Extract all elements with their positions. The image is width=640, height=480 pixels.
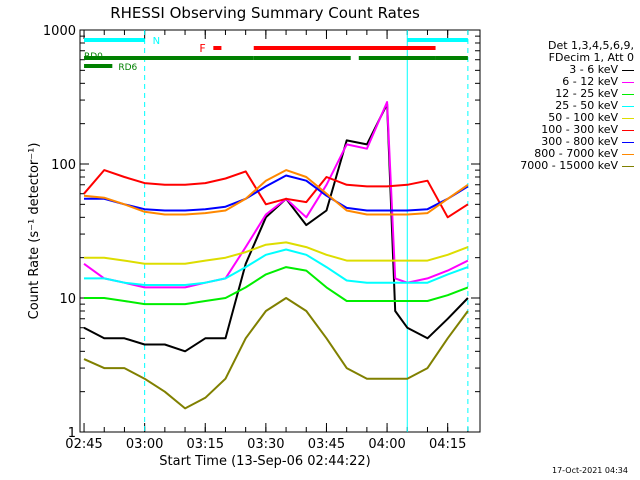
status-bar-segment bbox=[253, 56, 351, 60]
x-tick-label: 03:30 bbox=[247, 437, 284, 452]
legend-entry-label: 800 - 7000 keV bbox=[534, 147, 618, 160]
series-line bbox=[84, 266, 469, 306]
y-tick-label: 100 bbox=[51, 158, 76, 173]
timestamp-footer: 17-Oct-2021 04:34 bbox=[552, 466, 628, 475]
legend-header-line2: FDecim 1, Att 0 bbox=[548, 51, 634, 64]
legend-entry-label: 3 - 6 keV bbox=[569, 63, 618, 76]
legend-entry-label: 12 - 25 keV bbox=[555, 87, 618, 100]
legend-entry-label: 100 - 300 keV bbox=[541, 123, 618, 136]
series-line bbox=[83, 103, 469, 353]
legend-swatch bbox=[622, 165, 634, 167]
status-label-rd6: RD6 bbox=[118, 63, 137, 73]
legend-swatch bbox=[622, 117, 634, 119]
x-tick-label: 03:15 bbox=[187, 437, 224, 452]
legend-entry: 7000 - 15000 keV bbox=[484, 160, 634, 172]
legend-entry: 100 - 300 keV bbox=[484, 124, 634, 136]
status-bar-segment bbox=[84, 38, 145, 42]
y-axis-label: Count Rate (s⁻¹ detector⁻¹) bbox=[27, 143, 42, 320]
status-bar-segment bbox=[213, 46, 222, 50]
legend-entry-label: 25 - 50 keV bbox=[555, 99, 618, 112]
status-bar-segment bbox=[84, 64, 113, 68]
legend-entry: 12 - 25 keV bbox=[484, 88, 634, 100]
legend-entry: 3 - 6 keV bbox=[484, 64, 634, 76]
legend-entry: 300 - 800 keV bbox=[484, 136, 634, 148]
chart-legend: Det 1,3,4,5,6,9, FDecim 1, Att 0 3 - 6 k… bbox=[484, 40, 634, 172]
status-bar-segment bbox=[407, 38, 468, 42]
legend-swatch bbox=[622, 153, 634, 155]
status-label-f: F bbox=[199, 42, 205, 55]
legend-swatch bbox=[622, 105, 634, 107]
legend-entry: 50 - 100 keV bbox=[484, 112, 634, 124]
chart-title: RHESSI Observing Summary Count Rates bbox=[110, 4, 420, 22]
y-tick-label: 1 bbox=[68, 426, 76, 441]
x-tick-label: 03:45 bbox=[308, 437, 345, 452]
series-line bbox=[83, 169, 469, 216]
series-line bbox=[84, 248, 469, 286]
series-line bbox=[84, 174, 469, 212]
x-tick-label: 02:45 bbox=[65, 437, 102, 452]
status-label-rd0: RD0 bbox=[84, 52, 103, 62]
series-line bbox=[83, 169, 469, 219]
status-bar-segment bbox=[253, 46, 436, 50]
x-tick-label: 04:00 bbox=[368, 437, 405, 452]
legend-entry-label: 50 - 100 keV bbox=[548, 111, 618, 124]
legend-swatch bbox=[622, 81, 634, 83]
x-tick-label: 03:00 bbox=[126, 437, 163, 452]
legend-entry: 6 - 12 keV bbox=[484, 76, 634, 88]
series-line bbox=[84, 241, 469, 265]
plot-frame bbox=[79, 29, 481, 433]
y-tick-label: 10 bbox=[59, 292, 76, 307]
series-line bbox=[83, 101, 469, 289]
legend-swatch bbox=[622, 129, 634, 131]
y-tick-label: 1000 bbox=[43, 24, 76, 39]
series-line bbox=[83, 297, 469, 410]
legend-entry: 25 - 50 keV bbox=[484, 100, 634, 112]
legend-swatch bbox=[622, 141, 634, 143]
status-bar-segment bbox=[435, 56, 468, 60]
legend-swatch bbox=[622, 69, 634, 71]
x-axis-label: Start Time (13-Sep-06 02:44:22) bbox=[159, 454, 370, 469]
x-tick-label: 04:15 bbox=[429, 437, 466, 452]
status-bar-segment bbox=[358, 56, 436, 60]
legend-entry: 800 - 7000 keV bbox=[484, 148, 634, 160]
legend-entry-label: 7000 - 15000 keV bbox=[520, 159, 618, 172]
status-bar-segment bbox=[84, 56, 254, 60]
legend-swatch bbox=[622, 93, 634, 95]
status-label-n: N bbox=[153, 36, 160, 47]
legend-entry-label: 300 - 800 keV bbox=[541, 135, 618, 148]
legend-entry-label: 6 - 12 keV bbox=[562, 75, 618, 88]
legend-header-line1: Det 1,3,4,5,6,9, bbox=[547, 39, 634, 52]
